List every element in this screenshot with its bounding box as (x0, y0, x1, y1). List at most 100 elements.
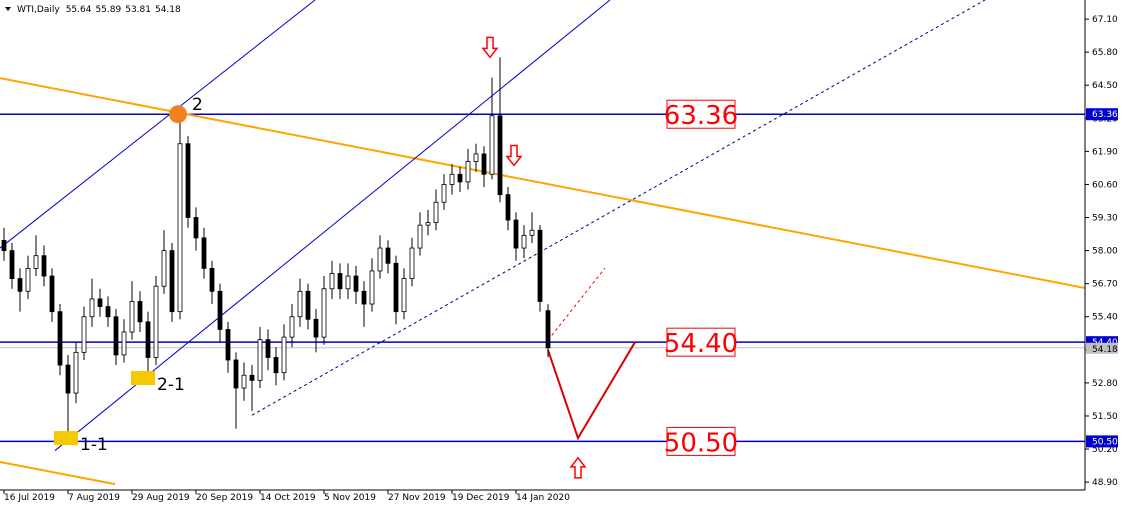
candle-body (81, 316, 87, 353)
candle-body (449, 173, 455, 185)
candle-body (17, 278, 23, 292)
marker-label: 2-1 (157, 375, 185, 395)
candle-body (473, 153, 479, 162)
y-tick-label: 59.30 (1092, 214, 1118, 224)
candle-body (73, 351, 79, 394)
candle-body (297, 290, 303, 318)
y-tick-label: 61.90 (1092, 147, 1118, 157)
candle-body (193, 217, 199, 239)
candle-body (169, 250, 175, 313)
candle-body (289, 316, 295, 338)
trendline (251, 0, 986, 416)
x-tick-label: 7 Aug 2019 (68, 493, 120, 503)
last-high: 55.89 (95, 5, 121, 15)
candle-body (409, 247, 415, 279)
plot-area: 2 2-1 1-1 (0, 0, 1085, 486)
marker (169, 105, 187, 124)
candle-body (65, 364, 71, 394)
candle-body (249, 374, 255, 381)
candle-body (489, 115, 495, 175)
last-price-tag (1086, 342, 1118, 354)
candle-body (433, 201, 439, 224)
candle-body (145, 321, 151, 358)
candle-body (33, 255, 39, 269)
y-tick-label: 67.10 (1092, 15, 1118, 25)
candle-body (465, 161, 471, 183)
candle-body (513, 219, 519, 249)
candle-body (385, 247, 391, 264)
candle-body (537, 229, 543, 302)
level-box-label: 54.40 (664, 329, 738, 359)
candle-body (329, 273, 335, 290)
level-box (666, 99, 736, 129)
x-tick-label: 14 Oct 2019 (260, 493, 316, 503)
y-tick-label: 48.90 (1092, 478, 1118, 488)
candle-body (337, 273, 343, 290)
x-tick-label: 27 Nov 2019 (388, 493, 446, 503)
last-open: 55.64 (66, 5, 92, 15)
candle-body (57, 311, 63, 366)
candle-body (481, 153, 487, 175)
x-tick-label: 16 Jul 2019 (4, 493, 55, 503)
candle-body (313, 318, 319, 338)
last-close: 54.18 (155, 5, 181, 15)
candle-body (377, 247, 383, 272)
x-tick-label: 5 Nov 2019 (324, 493, 376, 503)
candle-body (393, 262, 399, 313)
y-tick-label: 51.50 (1092, 412, 1118, 422)
y-tick-label: 60.60 (1092, 180, 1118, 190)
trendline (547, 341, 636, 441)
candle-body (345, 275, 351, 290)
marker (54, 431, 78, 446)
x-tick-label: 29 Aug 2019 (132, 493, 190, 503)
candle-body (457, 173, 463, 183)
candle-body (257, 339, 263, 381)
x-tick-label: 14 Jan 2020 (516, 493, 570, 503)
candle-body (505, 194, 511, 221)
candle-body (361, 290, 367, 305)
axis-price-tag (1086, 435, 1118, 448)
symbol: WTI,Daily (17, 5, 60, 15)
candle-body (241, 374, 247, 389)
candle-body (353, 275, 359, 292)
candle-body (105, 306, 111, 318)
candle-body (441, 184, 447, 203)
level-box (666, 327, 736, 357)
arrow (505, 144, 523, 167)
candle-body (217, 290, 223, 330)
candle-body (305, 290, 311, 320)
level-box-label: 63.36 (664, 101, 738, 131)
candle-body (153, 285, 159, 358)
candle-body (9, 250, 15, 279)
candle-body (401, 278, 407, 313)
candle-body (201, 237, 207, 269)
x-tick-label: 20 Sep 2019 (196, 493, 253, 503)
candle-body (425, 222, 431, 226)
candle-body (521, 234, 527, 249)
trendline (0, 0, 316, 249)
marker-label: 2 (192, 95, 203, 115)
candle-body (129, 301, 135, 333)
candle-body (137, 301, 143, 323)
candle-body (369, 270, 375, 305)
candle-body (41, 255, 47, 277)
candle-body (121, 331, 127, 356)
level-box (666, 426, 736, 456)
candle-body (49, 275, 55, 313)
candle-body (545, 310, 551, 349)
y-tick-label: 58.00 (1092, 247, 1118, 257)
candle-body (417, 224, 423, 249)
axis-price-tag (1086, 108, 1118, 121)
marker (131, 371, 155, 386)
candle-body (89, 298, 95, 318)
axis-price-label: 63.36 (1092, 110, 1118, 120)
y-tick-label: 64.50 (1092, 81, 1118, 91)
header-icon (5, 7, 11, 11)
candle-body (161, 250, 167, 287)
trendline (0, 461, 116, 486)
x-tick-label: 19 Dec 2019 (452, 493, 510, 503)
last-low: 53.81 (125, 5, 151, 15)
candle-body (321, 288, 327, 338)
